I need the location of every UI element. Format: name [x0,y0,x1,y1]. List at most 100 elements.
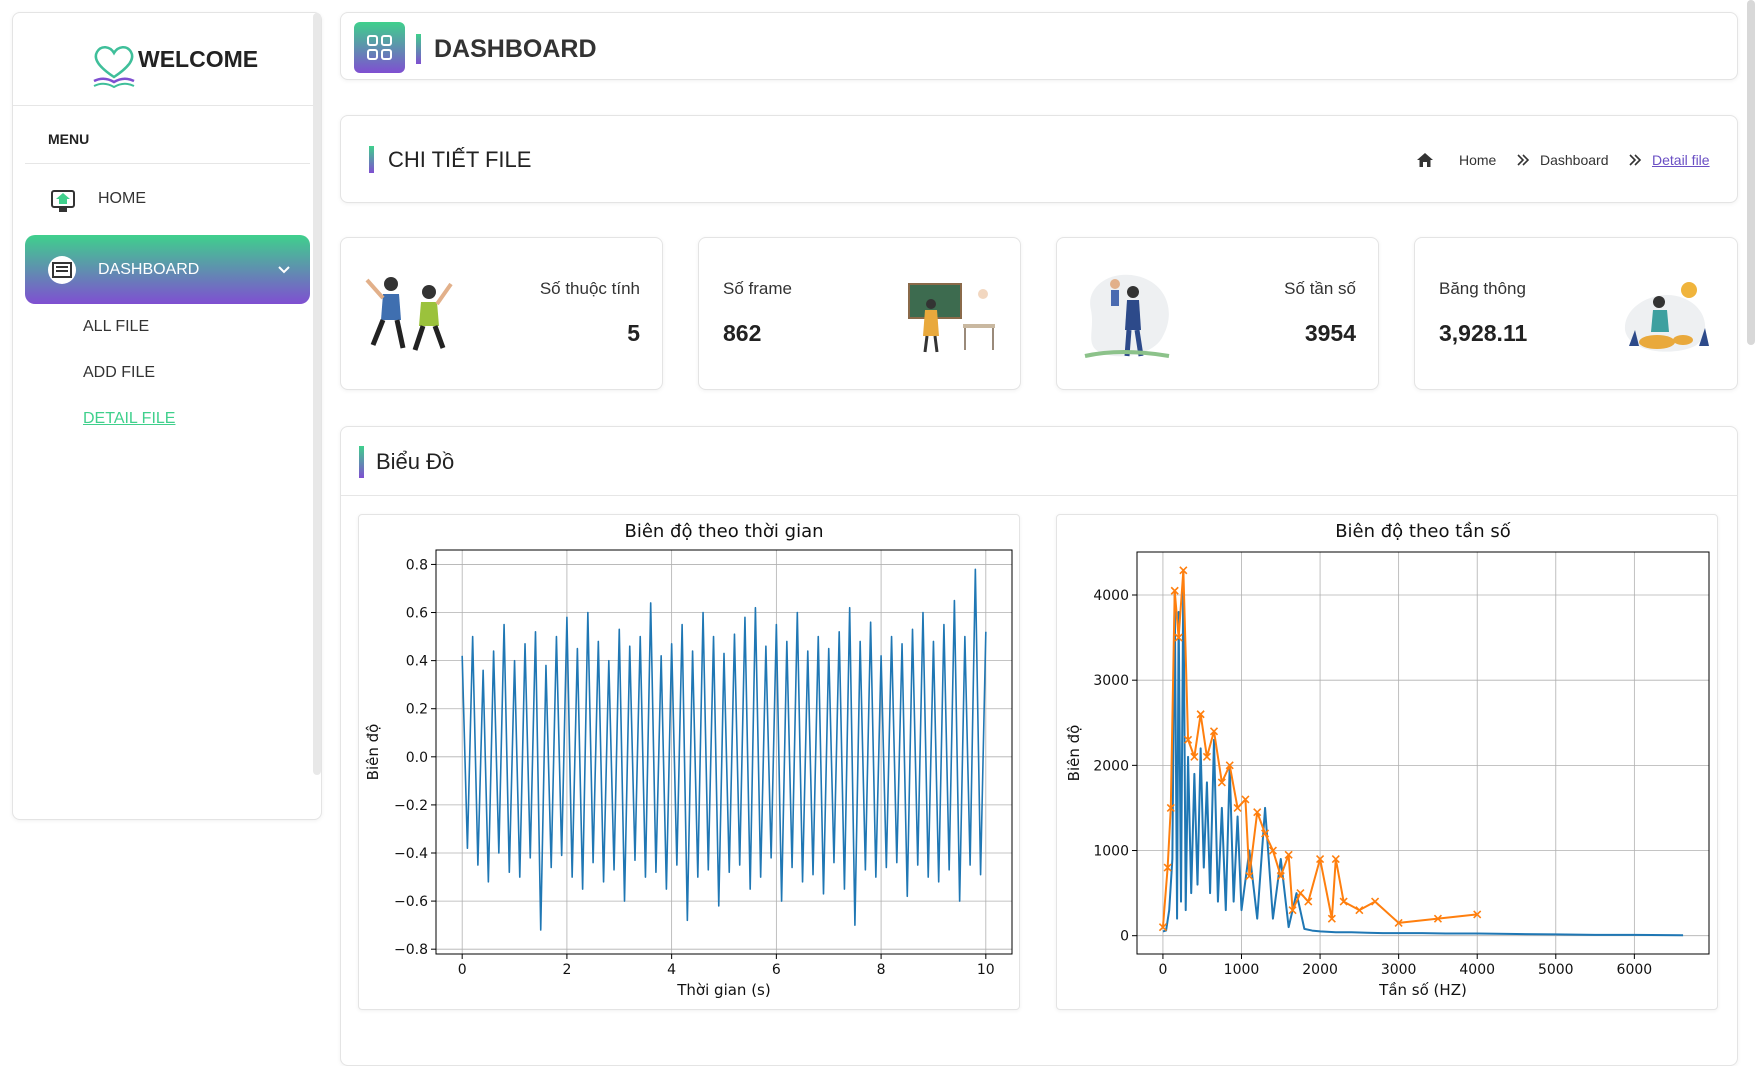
stat-label: Số tần số [1284,279,1356,298]
plot-frame [435,549,1013,955]
breadcrumb-separator [1629,154,1642,166]
submenu-item[interactable]: ALL FILE [83,318,150,335]
stat-card: Số tần số 3954 [1056,237,1379,390]
chart-title: Biên độ theo tần số [1335,521,1511,542]
page: WELCOME MENU HOME DASHBOARD ALL FILE ADD… [12,0,1755,1066]
y-tick-label: −0.8 [394,942,428,958]
data-marker [1394,918,1403,927]
menu-item[interactable]: DASHBOARD [98,261,200,278]
header: DASHBOARD [340,12,1738,80]
y-tick-label: 0 [1120,929,1129,945]
data-marker [1339,897,1348,906]
x-tick-label: 6 [772,962,781,978]
y-tick-label: 0.6 [406,606,428,622]
x-tick-label: 2 [562,962,571,978]
submenu-item[interactable]: ADD FILE [83,364,156,381]
y-tick-label: −0.4 [394,846,428,862]
illustration [1084,274,1170,358]
y-tick-label: 3000 [1093,673,1129,689]
plot-frame [1136,551,1710,955]
data-marker [1253,808,1262,817]
data-marker [1268,846,1277,855]
data-marker [1473,910,1482,919]
stat-card: Số frame 862 [698,237,1021,390]
illustration [365,277,453,351]
page-header: CHI TIẾT FILE Home Dashboard Detail file [340,115,1738,203]
y-tick-label: 4000 [1093,588,1129,604]
y-tick-label: 0.0 [406,750,428,766]
y-tick-label: 0.2 [406,702,428,718]
data-marker [1241,795,1250,804]
y-tick-label: −0.2 [394,798,428,814]
data-marker [1163,863,1172,872]
chart-panel: Biên độ theo tần số 0 1000 2000 3000 4000 5000… [1056,514,1718,1010]
breadcrumb-separator [1517,154,1530,166]
data-marker [1209,727,1219,736]
stat-value: 862 [723,320,762,346]
page-title: CHI TIẾT FILE [388,147,532,172]
data-marker [1179,566,1188,575]
x-axis-label: Thời gian (s) [676,981,770,999]
illustration [908,283,995,353]
illustration [1624,282,1709,352]
x-tick-label: 8 [877,962,886,978]
data-marker [1225,761,1234,770]
divider [25,163,310,164]
stat-label: Số thuộc tính [539,279,640,298]
x-tick-label: 4000 [1459,962,1495,978]
y-tick-label: 0.4 [406,654,428,670]
x-tick-label: 2000 [1302,962,1338,978]
header-icon [354,22,405,73]
x-tick-label: 5000 [1538,962,1574,978]
submenu-item-active[interactable]: DETAIL FILE [83,410,176,427]
data-marker [1296,889,1305,898]
x-tick-label: 6000 [1617,962,1653,978]
header-title: DASHBOARD [434,35,597,63]
stat-card: Số thuộc tính 5 [340,237,663,390]
stat-value: 3,928.11 [1439,320,1528,346]
data-marker [1202,752,1211,761]
menu-item[interactable]: HOME [98,190,146,207]
data-marker [1355,906,1364,915]
data-marker [1261,829,1270,838]
data-marker [1174,633,1183,642]
divider [13,105,321,106]
breadcrumb-link[interactable]: Dashboard [1540,152,1609,168]
data-marker [1284,850,1293,859]
chart-title: Biên độ theo thời gian [624,521,823,542]
data-marker [1233,803,1242,812]
x-axis-label: Tần số (HZ) [1378,981,1467,999]
divider [341,495,1737,496]
x-tick-label: 10 [977,962,995,978]
accent-bar [369,146,374,173]
stat-label: Số frame [723,279,792,298]
data-marker [1304,897,1313,906]
data-line [461,568,987,931]
home-icon [51,190,75,212]
x-tick-label: 4 [667,962,676,978]
page-scrollbar [1747,0,1755,345]
data-marker [1433,914,1442,923]
stat-value: 3954 [1304,320,1356,346]
data-marker [1217,778,1226,787]
stat-value: 5 [627,320,640,346]
data-marker [1170,586,1179,595]
data-marker [1316,854,1325,864]
scrollbar [313,13,321,775]
data-marker [1288,906,1297,915]
accent-bar [416,34,421,64]
y-axis-label: Biên độ [364,724,382,781]
charts-card-title: Biểu Đồ [376,449,455,474]
menu-label: MENU [48,131,90,147]
logo-icon [93,46,135,89]
data-marker [1166,803,1175,812]
y-tick-label: 1000 [1093,844,1129,860]
x-tick-label: 1000 [1224,962,1260,978]
x-tick-label: 0 [1158,962,1167,978]
data-marker [1371,897,1380,906]
data-marker [1184,735,1193,744]
chart: Biên độ theo thời gian 0 2 4 6 8 10 −0.8 −0.6 −0.… [364,521,1013,999]
breadcrumb-link[interactable]: Home [1459,152,1497,168]
breadcrumb-current[interactable]: Detail file [1652,152,1710,168]
data-marker [1276,872,1285,881]
